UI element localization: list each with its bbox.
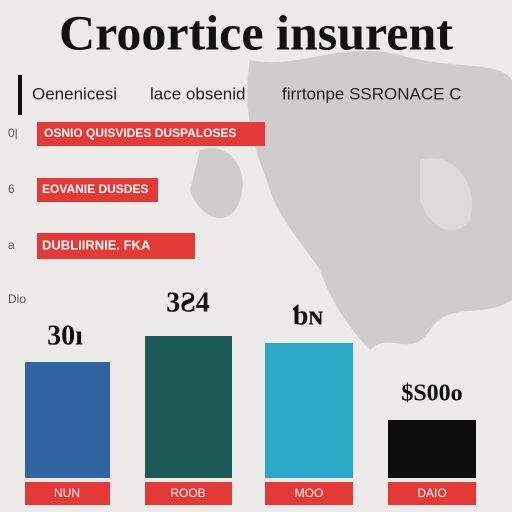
row-label: OSNIO QUISVIDES DUSPALOSES <box>44 126 236 140</box>
row-bar <box>37 178 158 202</box>
map <box>190 50 512 350</box>
column-value: ƅɴ <box>293 300 324 331</box>
column <box>145 336 232 478</box>
column-label: NUN <box>54 486 80 500</box>
row-label: DUBLIIRNIE. FKA <box>42 237 151 252</box>
column-label-box <box>145 482 232 505</box>
subtitle: firrtonpe SSRONACE C <box>282 84 462 103</box>
row-bar <box>37 122 265 146</box>
column-label-box <box>265 482 353 505</box>
title: Croortice insurent <box>59 4 453 60</box>
row-marker: 6 <box>8 182 15 196</box>
columns-marker: Dio <box>8 292 26 306</box>
row-marker: 0| <box>8 126 18 140</box>
column-label-box <box>25 482 110 505</box>
column-label: ROOB <box>170 486 205 500</box>
column-value: $S00o <box>401 381 462 407</box>
row-label: EOVANIE DUSDES <box>42 182 148 196</box>
subtitle: lace obsenid <box>150 84 245 103</box>
subtitle: Oenenicesi <box>32 84 117 103</box>
row-marker: a <box>8 238 15 252</box>
accent-bar <box>18 75 22 115</box>
column-label: DAIO <box>417 486 446 500</box>
column <box>25 362 110 478</box>
column-label: MOO <box>295 486 324 500</box>
column-label-box <box>388 482 476 505</box>
column-value: 30ı <box>47 320 83 351</box>
row-bar <box>37 233 195 259</box>
column <box>265 343 353 478</box>
column-value: 3Ƨ4 <box>166 287 210 318</box>
column <box>388 420 476 478</box>
